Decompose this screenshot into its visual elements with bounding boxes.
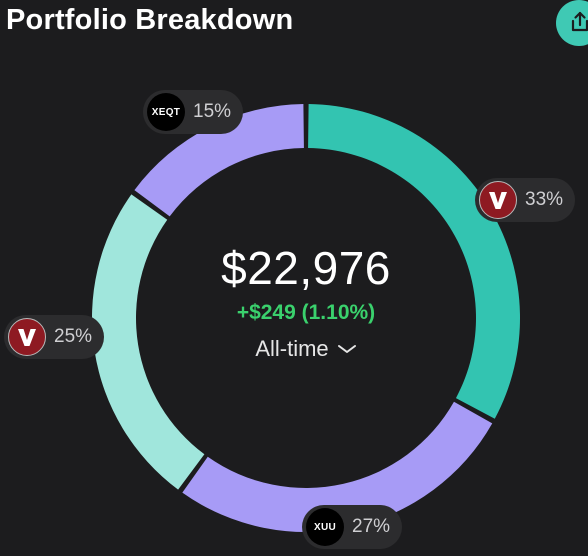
holding-percent: 33% xyxy=(525,189,564,210)
change-value: +$249 (1.10%) xyxy=(236,301,376,324)
holding-percent: 25% xyxy=(54,326,93,347)
donut-slice-xuu[interactable] xyxy=(182,401,493,532)
total-value: $22,976 xyxy=(221,242,391,294)
holding-pill-xeqt[interactable]: XEQT 15% xyxy=(143,90,244,134)
chevron-down-icon xyxy=(337,345,356,353)
portfolio-summary: $22,976 +$249 (1.10%) All-time xyxy=(156,240,456,362)
share-button[interactable] xyxy=(556,0,588,46)
holding-percent: 27% xyxy=(352,516,391,537)
holding-pill-vanguard-33[interactable]: 33% xyxy=(475,178,576,222)
vanguard-logo-icon xyxy=(8,318,46,356)
xeqt-logo-icon: XEQT xyxy=(147,93,185,131)
share-icon xyxy=(571,11,588,32)
period-label: All-time xyxy=(255,336,329,361)
donut-slice-xeqt[interactable] xyxy=(134,104,304,217)
donut-slice-vanguard-33[interactable] xyxy=(308,104,521,419)
holding-percent: 15% xyxy=(193,101,232,122)
page-title: Portfolio Breakdown xyxy=(6,4,294,36)
vanguard-logo-icon xyxy=(479,181,517,219)
donut-slice-vanguard-25[interactable] xyxy=(91,194,205,490)
xuu-logo-icon: XUU xyxy=(306,508,344,546)
period-selector[interactable]: All-time xyxy=(255,336,356,362)
holding-pill-xuu[interactable]: XUU 27% xyxy=(302,505,403,549)
holding-pill-vanguard-25[interactable]: 25% xyxy=(4,315,105,359)
